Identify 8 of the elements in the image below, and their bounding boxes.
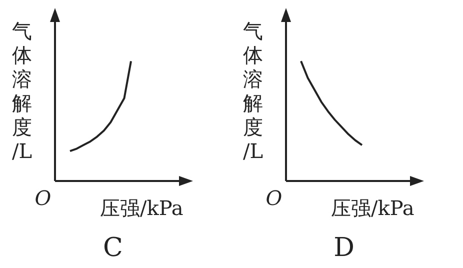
x-axis-title: 压强/kPa [100, 196, 184, 220]
text: O [266, 186, 282, 210]
y-axis-title: 气体溶解度/L [12, 19, 32, 163]
text: D [334, 233, 354, 263]
y-axis-title: 气体溶解度/L [242, 19, 264, 163]
x-axis-title: 压强/kPa [331, 196, 414, 220]
text: O [34, 186, 52, 210]
text: C [103, 233, 123, 263]
